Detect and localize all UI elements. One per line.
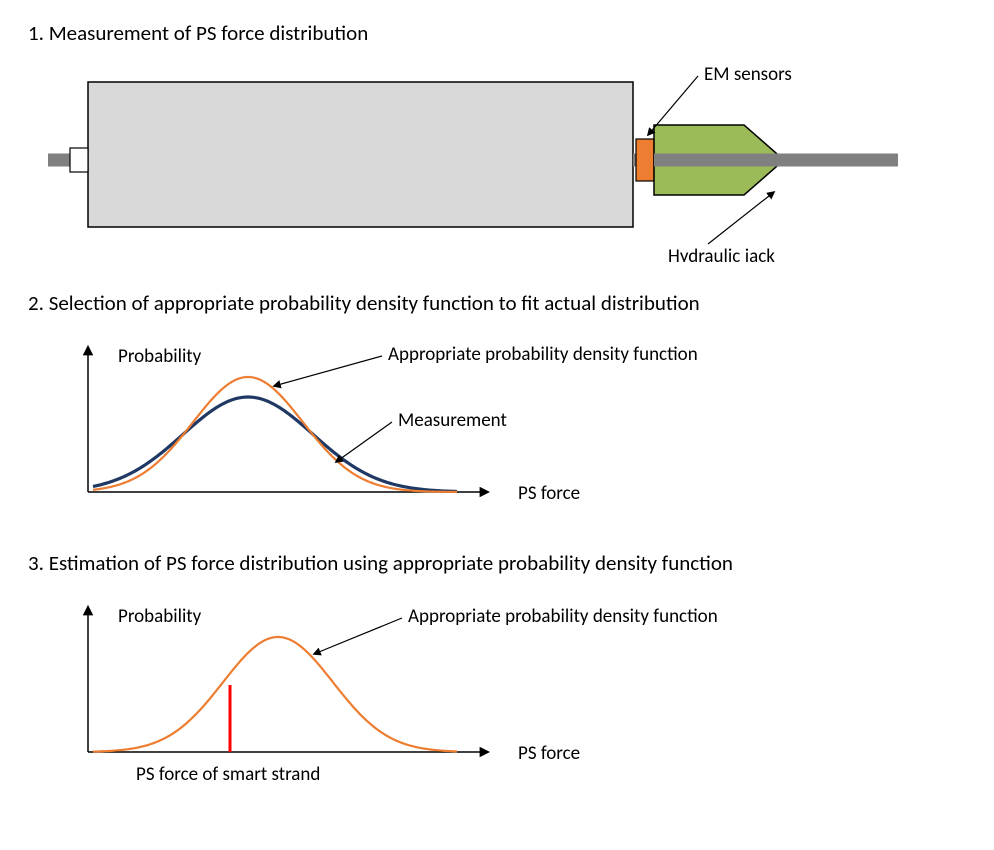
svg-text:PS force of smart strand: PS force of smart strand: [136, 763, 320, 786]
section-3: 3. Estimation of PS force distribution u…: [28, 550, 966, 802]
svg-text:Measurement: Measurement: [398, 409, 507, 432]
section-1: 1. Measurement of PS force distribution …: [28, 20, 966, 262]
svg-text:EM sensors: EM sensors: [704, 63, 792, 86]
svg-text:Hydraulic jack: Hydraulic jack: [668, 245, 775, 262]
svg-text:Probability: Probability: [118, 345, 202, 368]
svg-text:Appropriate probability densit: Appropriate probability density function: [388, 343, 698, 366]
svg-text:PS force: PS force: [518, 482, 580, 505]
section-3-chart: Probability PS force Appropriate probabili…: [28, 582, 928, 802]
section-1-title: 1. Measurement of PS force distribution: [28, 20, 966, 46]
section-3-title: 3. Estimation of PS force distribution u…: [28, 550, 966, 576]
svg-text:Probability: Probability: [118, 605, 202, 628]
section-2: 2. Selection of appropriate probability …: [28, 290, 966, 522]
section-1-diagram: EM sensors Hydraulic jack: [28, 52, 928, 262]
svg-text:PS force: PS force: [518, 742, 580, 765]
svg-text:Appropriate probability densit: Appropriate probability density function: [408, 605, 718, 628]
section-2-chart: Probability PS force Appropriate probabili…: [28, 322, 928, 522]
section-2-title: 2. Selection of appropriate probability …: [28, 290, 966, 316]
